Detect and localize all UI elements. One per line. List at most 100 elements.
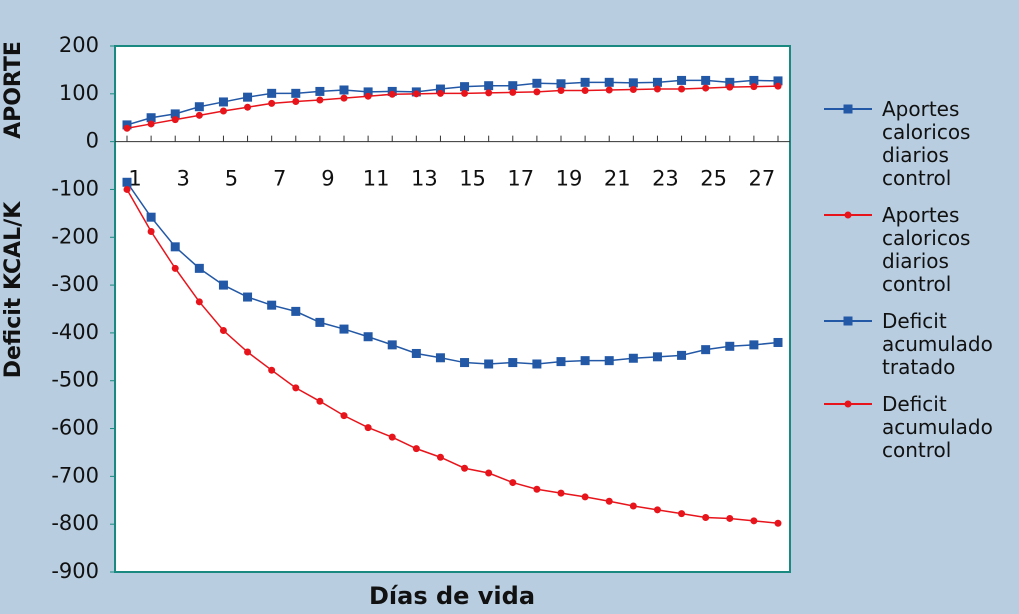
x-axis-title: Días de vida <box>369 582 535 610</box>
y-tick-label: 0 <box>86 129 99 153</box>
x-tick-label: 13 <box>411 167 438 191</box>
marker <box>267 300 277 310</box>
legend-item: Aportes caloricos diarios control <box>822 204 1012 296</box>
y-tick-label: -500 <box>51 368 99 392</box>
marker <box>171 264 179 272</box>
marker <box>774 82 782 90</box>
x-tick-label: 7 <box>273 167 286 191</box>
y-tick-label: -100 <box>51 176 99 200</box>
marker <box>194 102 204 112</box>
marker <box>702 513 710 521</box>
legend: Aportes caloricos diarios control Aportes… <box>822 98 1012 476</box>
y-tick-label: -400 <box>51 320 99 344</box>
marker <box>581 86 589 94</box>
marker <box>243 92 253 102</box>
marker <box>363 332 373 342</box>
marker <box>364 92 372 100</box>
series-line <box>126 181 779 365</box>
series-line <box>126 79 779 126</box>
marker <box>509 88 517 96</box>
marker <box>461 464 469 472</box>
marker <box>170 109 180 119</box>
x-tick-label: 15 <box>459 167 486 191</box>
marker <box>701 75 711 85</box>
legend-label: Deficit acumulado tratado <box>882 309 993 379</box>
marker <box>509 479 517 487</box>
marker <box>339 324 349 334</box>
marker <box>435 353 445 363</box>
legend-swatch <box>824 211 872 219</box>
marker <box>268 99 276 107</box>
x-tick-label: 11 <box>363 167 390 191</box>
marker <box>749 75 759 85</box>
marker <box>292 97 300 105</box>
marker <box>146 113 156 123</box>
y-tick-label: 200 <box>59 33 99 57</box>
marker <box>533 88 541 96</box>
marker <box>532 359 542 369</box>
marker <box>678 510 686 518</box>
series-line <box>126 85 779 129</box>
marker <box>412 90 420 98</box>
marker <box>843 316 853 326</box>
marker <box>725 341 735 351</box>
marker <box>652 352 662 362</box>
marker <box>291 306 301 316</box>
marker <box>508 81 518 91</box>
marker <box>412 445 420 453</box>
marker <box>556 79 566 89</box>
x-tick-label: 3 <box>177 167 190 191</box>
x-tick-label: 9 <box>321 167 334 191</box>
marker <box>773 337 783 347</box>
marker <box>461 89 469 97</box>
marker <box>652 77 662 87</box>
marker <box>677 350 687 360</box>
marker <box>533 485 541 493</box>
marker <box>315 86 325 96</box>
marker <box>844 400 852 408</box>
marker <box>435 84 445 94</box>
marker <box>460 358 470 368</box>
marker <box>146 212 156 222</box>
y-tick-label: -700 <box>51 463 99 487</box>
marker <box>339 85 349 95</box>
marker <box>580 356 590 366</box>
marker <box>316 397 324 405</box>
marker <box>388 90 396 98</box>
marker <box>653 85 661 93</box>
marker <box>485 469 493 477</box>
marker <box>194 263 204 273</box>
marker <box>604 356 614 366</box>
marker <box>291 88 301 98</box>
marker <box>244 103 252 111</box>
marker <box>123 185 131 193</box>
legend-label: Aportes caloricos diarios control <box>882 203 971 296</box>
x-tick-label: 5 <box>225 167 238 191</box>
marker <box>844 211 852 219</box>
y-tick-label: -200 <box>51 224 99 248</box>
marker <box>726 514 734 522</box>
x-tick-label: 21 <box>604 167 631 191</box>
marker <box>195 111 203 119</box>
x-tick-label: 1 <box>128 167 141 191</box>
legend-item: Aportes caloricos diarios control <box>822 98 1012 190</box>
marker <box>122 177 132 187</box>
marker <box>677 75 687 85</box>
legend-label: Deficit acumulado control <box>882 392 993 462</box>
marker <box>605 86 613 94</box>
x-tick-label: 17 <box>507 167 534 191</box>
plot-area <box>114 45 791 573</box>
marker <box>195 298 203 306</box>
marker <box>604 77 614 87</box>
marker <box>484 81 494 91</box>
y-tick-label: -900 <box>51 559 99 583</box>
marker <box>315 317 325 327</box>
marker <box>147 228 155 236</box>
marker <box>388 433 396 441</box>
marker <box>243 292 253 302</box>
marker <box>340 94 348 102</box>
marker <box>580 77 590 87</box>
marker <box>750 517 758 525</box>
